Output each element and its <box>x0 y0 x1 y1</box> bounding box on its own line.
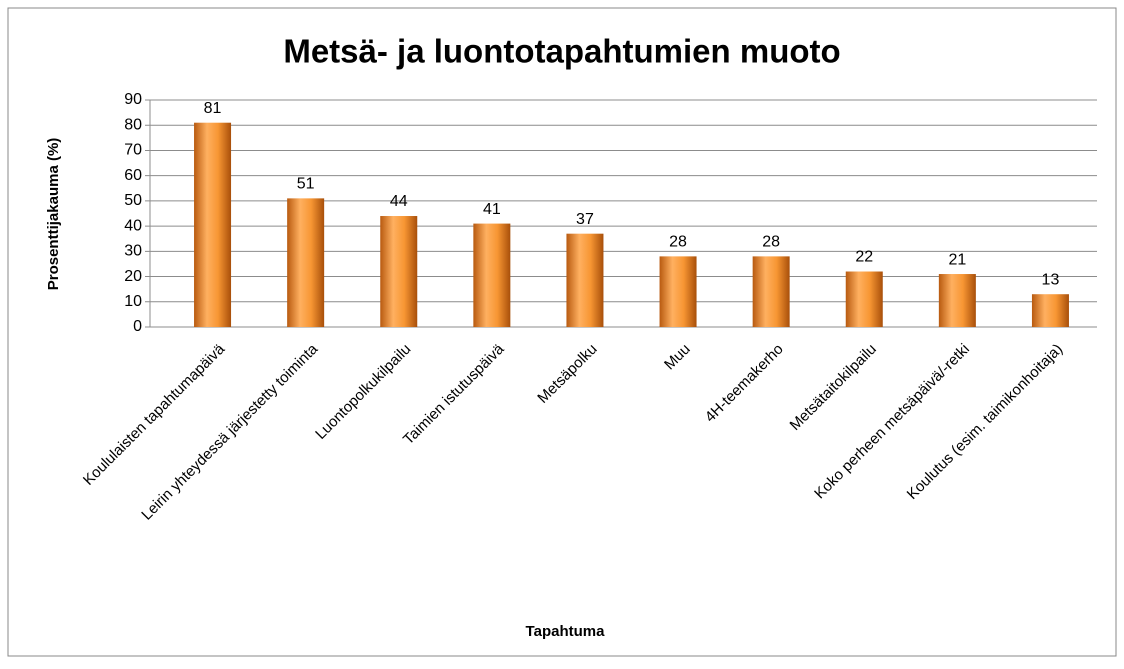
data-label: 51 <box>297 176 315 193</box>
data-label: 37 <box>576 211 594 228</box>
bar <box>1031 294 1069 327</box>
y-tick-label: 0 <box>133 318 142 335</box>
y-tick-label: 60 <box>124 167 142 184</box>
y-tick-label: 70 <box>124 142 142 159</box>
y-tick-label: 30 <box>124 243 142 260</box>
y-tick-label: 10 <box>124 293 142 310</box>
y-tick-label: 50 <box>124 192 142 209</box>
chart-frame <box>7 7 1117 657</box>
chart-title: Metsä- ja luontotapahtumien muoto <box>283 33 840 70</box>
bar <box>659 256 697 327</box>
data-label: 28 <box>669 234 687 251</box>
y-tick-label: 80 <box>124 116 142 133</box>
bar <box>938 274 976 327</box>
bar <box>380 216 418 327</box>
y-axis-title: Prosenttijakauma (%) <box>45 138 62 291</box>
data-label: 81 <box>204 100 222 117</box>
data-label: 41 <box>483 201 501 218</box>
y-tick-label: 20 <box>124 268 142 285</box>
bar <box>194 122 232 327</box>
y-tick-label: 40 <box>124 217 142 234</box>
bar <box>566 233 604 327</box>
data-label: 22 <box>855 249 873 266</box>
bar <box>845 271 883 327</box>
data-label: 13 <box>1042 271 1060 288</box>
data-label: 28 <box>762 234 780 251</box>
x-axis-title: Tapahtuma <box>526 623 606 640</box>
bar <box>287 198 325 327</box>
data-label: 44 <box>390 193 408 210</box>
y-tick-label: 90 <box>124 91 142 108</box>
data-label: 21 <box>948 251 966 268</box>
bar <box>473 223 511 327</box>
bar <box>752 256 790 327</box>
